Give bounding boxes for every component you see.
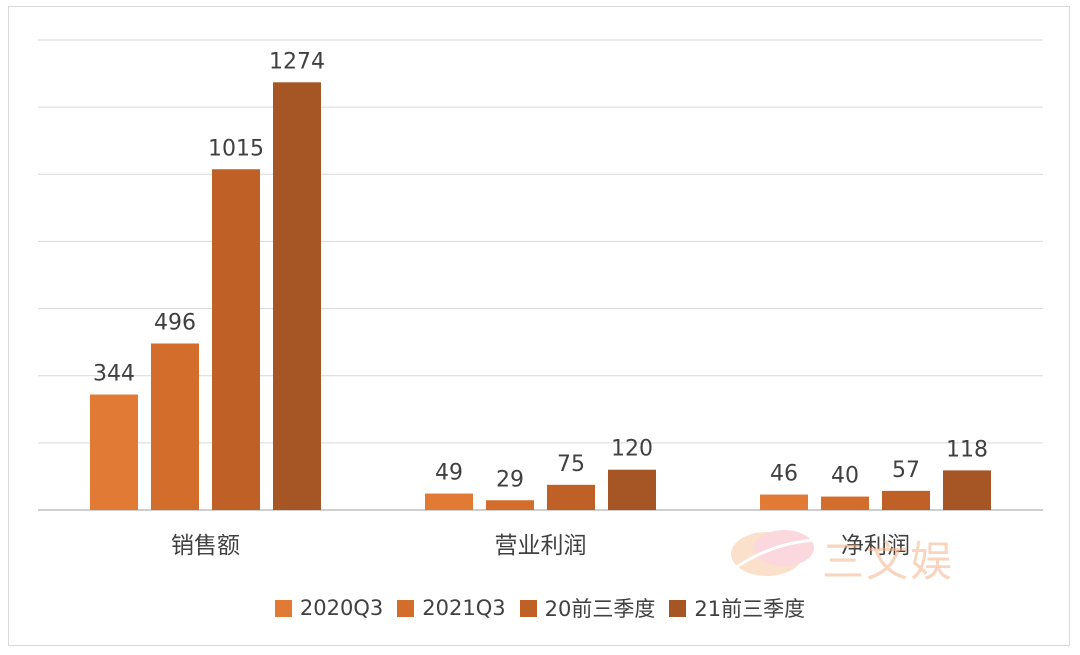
legend-swatch [397,599,415,617]
legend-item: 2021Q3 [397,596,506,620]
legend-item: 21前三季度 [669,593,805,623]
data-label: 496 [154,310,196,335]
bar [425,493,473,510]
bar [821,496,869,510]
watermark: 三文娱 [722,522,982,586]
data-label: 120 [611,437,653,462]
data-label: 49 [435,461,463,486]
data-label: 1274 [269,49,325,74]
data-label: 118 [946,437,988,462]
bar [273,82,321,511]
legend-swatch [274,599,292,617]
data-label: 29 [496,467,524,492]
bar [151,343,199,510]
category-label: 销售额 [171,533,240,559]
bar [608,469,656,510]
watermark-logo-icon [731,530,819,576]
data-label: 1015 [208,136,264,161]
data-label: 344 [93,362,135,387]
data-labels: 344 496 1015 1274 49 29 75 120 46 40 57 118 [93,49,988,492]
legend-swatch [669,599,687,617]
bar [90,394,138,510]
category-label: 营业利润 [495,533,587,559]
bar [547,484,595,510]
legend-item: 20前三季度 [519,593,656,623]
bars [90,82,991,511]
legend-item: 2020Q3 [274,596,384,620]
bar [486,500,534,510]
data-label: 57 [892,458,920,483]
bar [760,494,808,510]
legend-swatch [519,599,537,617]
bar [212,169,260,510]
legend-label: 20前三季度 [544,597,656,621]
chart-frame [8,6,1070,646]
legend-label: 2021Q3 [422,596,506,620]
watermark-text: 三文娱 [822,537,955,586]
category-labels: 销售额 营业利润 净利润 [171,533,910,559]
category-label: 净利润 [841,533,910,559]
legend: 2020Q3 2021Q3 20前三季度 21前三季度 [0,590,1080,626]
bar [943,470,991,510]
legend-label: 2020Q3 [299,596,384,620]
gridlines [38,39,1043,511]
legend-label: 21前三季度 [694,597,806,621]
data-label: 46 [770,462,798,487]
data-label: 40 [831,464,859,489]
bar-chart: 344 496 1015 1274 49 29 75 120 46 40 57 118 销售额 营业利润… [38,39,1043,559]
data-label: 75 [557,452,585,477]
bar [882,490,930,510]
